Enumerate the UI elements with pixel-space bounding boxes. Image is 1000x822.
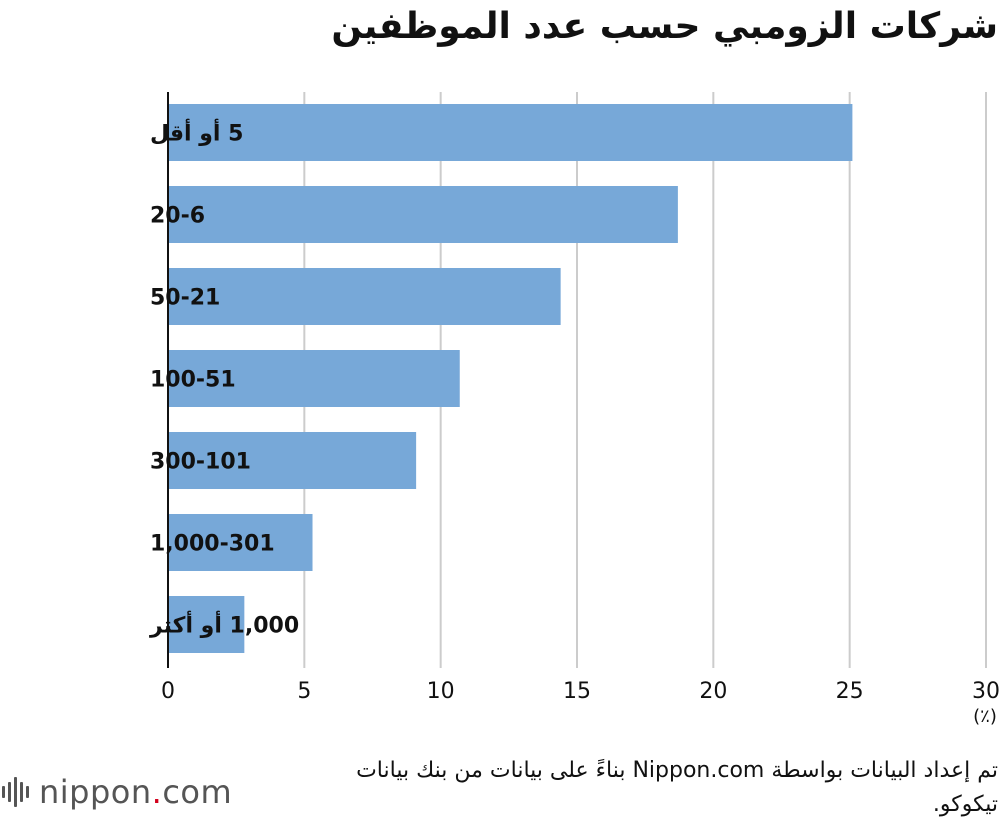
category-label: 100-51 (150, 368, 236, 393)
category-label: 1,000 أو أكثر (149, 610, 299, 639)
bar-chart: 5 أو أقل 20-6 50-21 100-51 300-101 1,000-301 1… (149, 92, 1000, 727)
x-tick-label: 5 (297, 679, 311, 704)
bar (168, 186, 678, 243)
bar (168, 104, 853, 161)
bar (168, 350, 460, 407)
x-tick-label: 20 (699, 679, 727, 704)
x-tick-label: 0 (161, 679, 175, 704)
category-label: 50-21 (150, 286, 220, 311)
category-label: 1,000-301 (150, 532, 275, 557)
x-tick-label: 30 (972, 679, 1000, 704)
chart-title: شركات الزومبي حسب عدد الموظفين (331, 6, 998, 47)
bars (168, 104, 853, 653)
x-tick-label: 10 (427, 679, 455, 704)
category-label: 300-101 (150, 450, 251, 475)
nippon-logo: nippon.com (2, 772, 232, 812)
bar (168, 432, 417, 489)
category-label: 20-6 (150, 204, 205, 229)
source-note: تم إعداد البيانات بواسطة Nippon.com بناء… (356, 758, 998, 817)
x-tick-labels: 0 5 10 15 20 25 30 (161, 679, 1000, 704)
x-tick-label: 15 (563, 679, 591, 704)
logo-wordmark: nippon.com (39, 773, 233, 811)
bar (168, 596, 245, 653)
bar (168, 268, 561, 325)
category-label: 5 أو أقل (150, 118, 243, 147)
bar (168, 514, 313, 571)
logo-mark-icon (2, 777, 29, 807)
category-labels: 5 أو أقل 20-6 50-21 100-51 300-101 1,000-301 1… (149, 118, 299, 639)
x-tick-label: 25 (836, 679, 864, 704)
unit-label: (٪) (973, 706, 997, 727)
